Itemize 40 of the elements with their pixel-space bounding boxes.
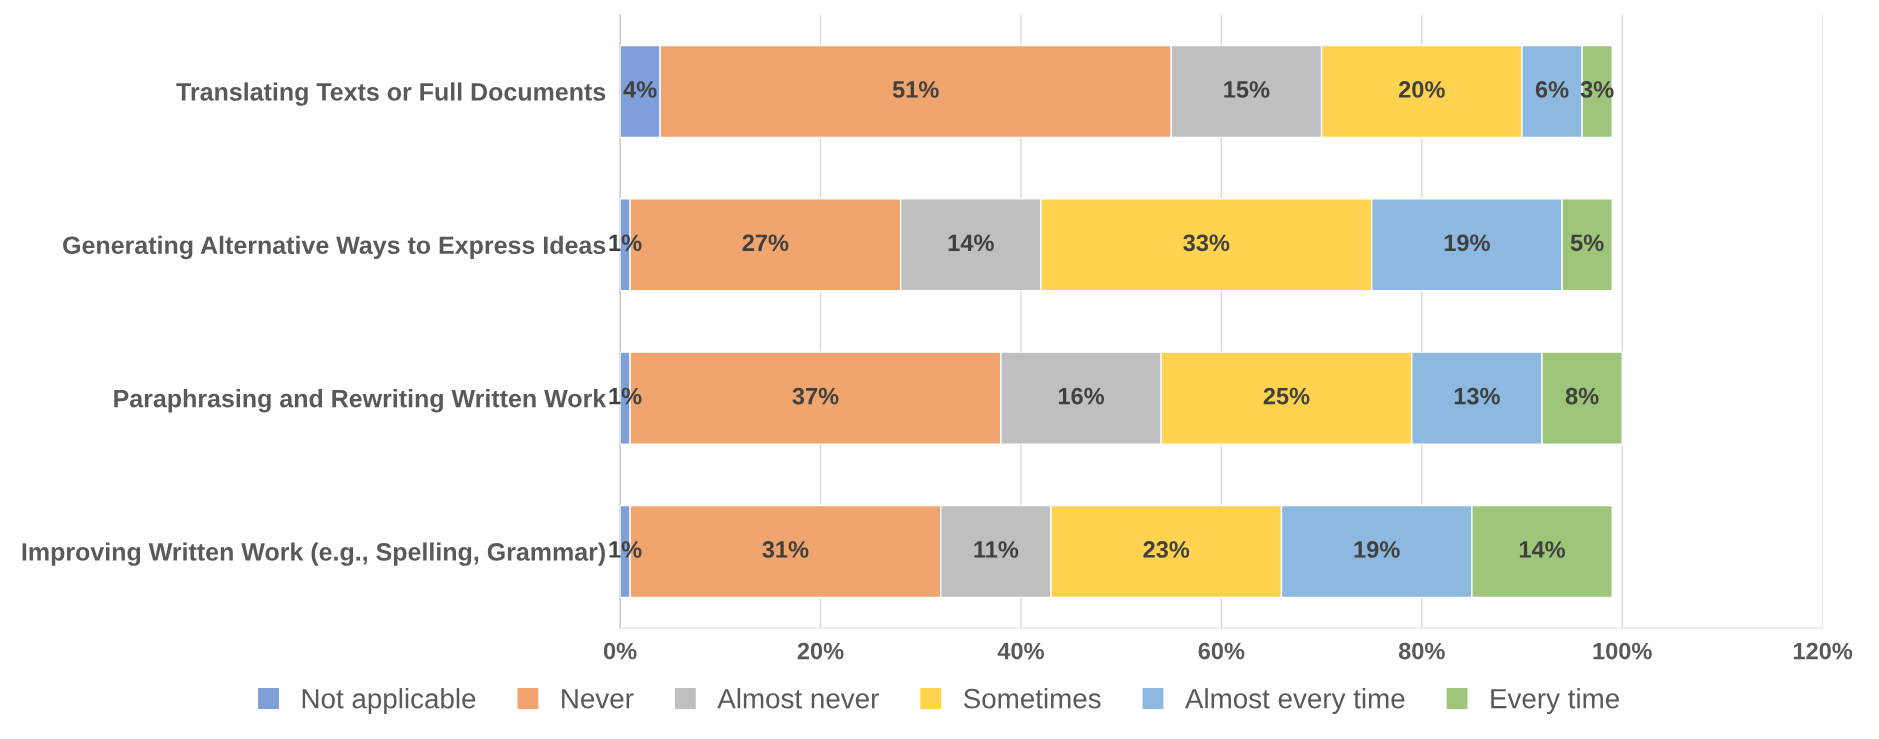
x-tick-label: 80% xyxy=(1398,642,1445,660)
data-label: 11% xyxy=(974,541,1019,558)
data-label: 1% xyxy=(609,541,642,558)
data-label: 4% xyxy=(623,81,657,98)
data-label: 25% xyxy=(1263,387,1310,405)
legend-label: Almost every time xyxy=(1185,688,1405,714)
legend-label: Sometimes xyxy=(963,688,1101,709)
data-label: 51% xyxy=(892,81,939,98)
x-tick-label: 20% xyxy=(797,642,844,660)
x-tick-label: 40% xyxy=(997,642,1044,660)
data-label: 5% xyxy=(1570,234,1604,252)
data-label: 8% xyxy=(1565,387,1599,405)
x-tick-label: 100% xyxy=(1593,642,1652,660)
x-tick-label: 120% xyxy=(1793,642,1853,660)
data-label: 6% xyxy=(1535,81,1569,98)
data-label: 15% xyxy=(1224,81,1270,98)
data-label: 16% xyxy=(1058,387,1105,405)
data-label: 37% xyxy=(792,387,839,405)
data-label: 19% xyxy=(1354,541,1400,558)
legend-label: Not applicable xyxy=(302,688,476,714)
data-label: 13% xyxy=(1454,387,1500,405)
data-label: 33% xyxy=(1183,234,1230,252)
y-tick-label: Paraphrasing and Rewriting Written Work xyxy=(114,389,607,413)
legend-label: Never xyxy=(562,689,634,709)
data-label: 23% xyxy=(1143,541,1190,558)
legend-label: Almost never xyxy=(717,688,879,709)
y-tick-label: Translating Texts or Full Documents xyxy=(176,82,606,106)
y-tick-label: Improving Written Work (e.g., Spelling, Grammar) xyxy=(22,542,605,566)
data-label: 1% xyxy=(609,234,642,252)
x-tick-label: 60% xyxy=(1198,642,1245,660)
legend-label: Every time xyxy=(1491,688,1619,714)
data-label: 19% xyxy=(1444,234,1490,252)
data-label: 14% xyxy=(948,234,994,252)
x-tick-label: 0% xyxy=(603,642,637,660)
data-label: 27% xyxy=(742,234,789,252)
data-label: 31% xyxy=(762,541,809,558)
data-label: 20% xyxy=(1398,81,1445,98)
data-label: 1% xyxy=(609,387,642,405)
data-label: 14% xyxy=(1519,541,1566,558)
y-tick-label: Generating Alternative Ways to Express Ideas xyxy=(63,235,606,260)
